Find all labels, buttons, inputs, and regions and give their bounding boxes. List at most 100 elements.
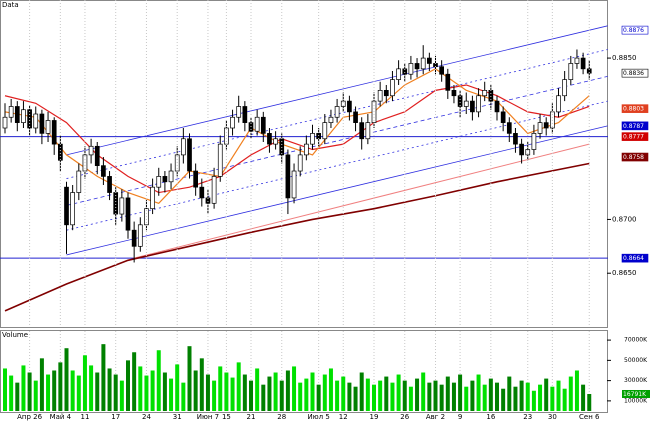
volume-bar <box>101 344 106 411</box>
channel-line <box>66 125 608 256</box>
volume-bar <box>273 372 278 411</box>
volume-bar <box>33 380 38 411</box>
volume-bar <box>390 382 395 411</box>
x-tick-label: 19 <box>370 413 379 421</box>
candle-body <box>187 138 192 172</box>
price-marker <box>621 152 649 162</box>
volume-bar <box>562 388 567 411</box>
volume-bar <box>169 378 174 411</box>
volume-bar <box>550 386 555 411</box>
volume-bar <box>107 368 112 411</box>
candle-body <box>537 122 543 134</box>
volume-bar <box>70 370 75 411</box>
volume-marker <box>622 389 650 398</box>
volume-bar <box>236 362 241 411</box>
candle-body <box>439 66 444 75</box>
candle-body <box>137 224 143 247</box>
candle-body <box>531 133 537 150</box>
candle-body <box>33 113 39 129</box>
candle-body <box>107 176 112 193</box>
candle-body <box>414 63 420 70</box>
y-tick-label: 0.8650 <box>612 269 637 277</box>
candle-body <box>260 116 266 134</box>
volume-bar <box>224 372 229 411</box>
x-tick-label: 15 <box>222 413 231 421</box>
volume-bar <box>230 377 235 411</box>
candle-body <box>494 100 500 113</box>
volume-bar <box>378 380 383 411</box>
candle-body <box>543 122 549 129</box>
candle-body <box>562 79 568 97</box>
volume-bar <box>292 366 297 411</box>
volume-bar <box>495 382 499 411</box>
candle-body <box>525 149 531 156</box>
volume-bar <box>193 370 198 411</box>
candle-body <box>463 100 469 107</box>
y-tick-label: 0.8850 <box>612 54 637 62</box>
volume-bar <box>21 365 26 411</box>
volume-bar <box>427 382 432 411</box>
candle-body <box>470 100 475 113</box>
volume-bar <box>587 393 592 411</box>
volume-bar <box>199 358 204 411</box>
candle-body <box>353 111 358 123</box>
candle-body <box>70 192 76 226</box>
price-marker <box>621 132 649 141</box>
candle-body <box>242 106 248 123</box>
candle-body <box>586 68 592 74</box>
candle-body <box>322 122 328 140</box>
volume-bar <box>359 372 364 411</box>
candle-body <box>574 57 580 64</box>
candle-body <box>365 122 371 140</box>
candle-body <box>8 106 14 118</box>
x-tick-label: 23 <box>523 413 532 421</box>
candle-body <box>408 63 414 75</box>
volume-bar <box>205 374 210 411</box>
price-marker <box>621 253 649 263</box>
volume-tick-label: 10000K <box>624 397 648 404</box>
volume-bar <box>212 380 217 411</box>
volume-bar <box>322 374 327 411</box>
volume-marker-label: 16791K <box>623 391 647 398</box>
candle-body <box>156 176 162 188</box>
candle-body <box>131 229 137 247</box>
x-tick-label: 11 <box>80 413 89 421</box>
x-tick-label: 17 <box>111 413 120 421</box>
candle-body <box>556 95 561 113</box>
volume-bar <box>175 364 180 411</box>
x-tick-label: Авг 2 <box>426 413 445 421</box>
volume-bar <box>150 370 155 411</box>
candle-body <box>334 106 340 118</box>
volume-bar <box>476 374 481 411</box>
candle-body <box>211 176 217 204</box>
volume-bar <box>525 382 530 411</box>
volume-bar <box>267 376 272 411</box>
candle-body <box>181 138 186 156</box>
volume-bar <box>95 372 100 411</box>
x-tick-label: Июл 5 <box>308 413 330 421</box>
price-marker-label: 0.8787 <box>623 123 644 130</box>
x-tick-label: Май 4 <box>50 413 72 421</box>
candle-body <box>476 95 481 113</box>
volume-bar <box>242 374 247 411</box>
price-marker <box>621 121 649 131</box>
candle-body <box>27 109 32 129</box>
volume-tick-label: 70000K <box>624 337 648 344</box>
volume-bar <box>439 384 444 411</box>
channel-line <box>66 25 608 156</box>
candle-body <box>14 106 20 123</box>
volume-bar <box>556 380 561 411</box>
volume-bar <box>433 380 438 411</box>
volume-bar <box>82 355 87 411</box>
candle-body <box>236 106 242 118</box>
x-tick-label: 12 <box>339 413 348 421</box>
candle-body <box>340 100 346 107</box>
candle-body <box>57 143 63 161</box>
volume-bar <box>187 346 192 411</box>
volume-bar <box>328 368 333 411</box>
candle-body <box>119 197 125 215</box>
volume-panel <box>0 330 608 413</box>
candle-body <box>285 154 291 199</box>
x-tick-label: 31 <box>173 413 182 421</box>
volume-bar <box>89 365 94 411</box>
